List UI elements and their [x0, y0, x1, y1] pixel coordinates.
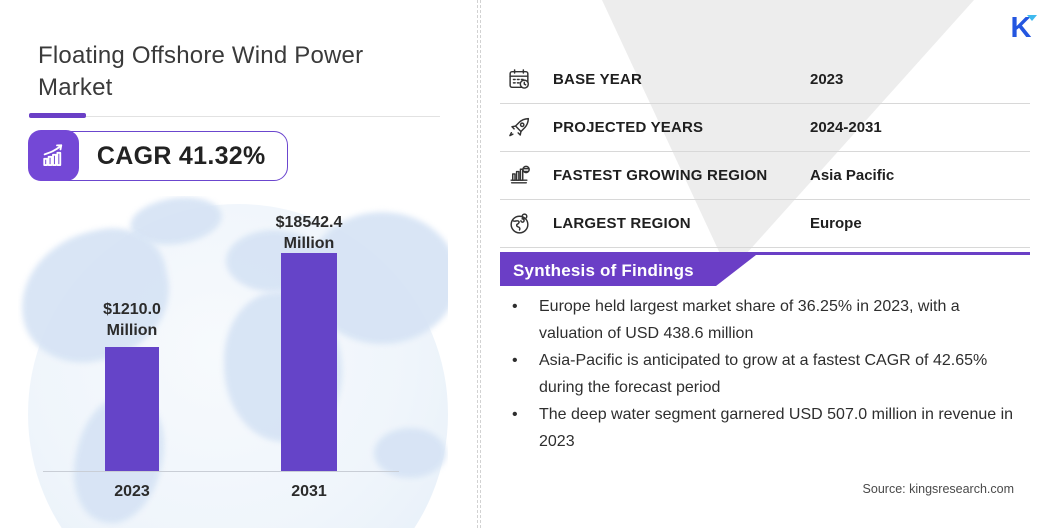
- finding-text: The deep water segment garnered USD 507.…: [539, 406, 1014, 450]
- stat-value: Europe: [810, 215, 862, 232]
- stat-label: PROJECTED YEARS: [553, 119, 704, 136]
- source-attribution: Source: kingsresearch.com: [862, 482, 1014, 496]
- stat-row-fastest-growing-region: FASTEST GROWING REGION Asia Pacific: [500, 152, 1030, 200]
- finding-item: • Asia-Pacific is anticipated to grow at…: [512, 347, 1024, 401]
- bar-value-2031: $18542.4 Million: [275, 214, 343, 252]
- world-map: [18, 196, 448, 528]
- stat-value: Asia Pacific: [810, 167, 895, 184]
- bar-2023: [105, 347, 159, 471]
- calendar-icon: [506, 67, 532, 93]
- stat-label: LARGEST REGION: [553, 215, 691, 232]
- bullet-marker: •: [512, 352, 518, 369]
- page-title-line2: Market: [38, 73, 113, 101]
- stat-row-largest-region: LARGEST REGION Europe: [500, 200, 1030, 248]
- rocket-icon: [506, 115, 532, 141]
- growth-region-icon: [506, 163, 532, 189]
- page-title: Floating Offshore Wind Power Market: [38, 40, 414, 103]
- bar-2031: [281, 253, 337, 471]
- page-title-line1: Floating Offshore Wind Power: [38, 42, 364, 69]
- axis-label-2023: 2023: [114, 483, 150, 500]
- findings-header: Synthesis of Findings: [513, 260, 694, 280]
- title-accent-bar: [29, 113, 86, 118]
- stat-label: BASE YEAR: [553, 71, 643, 88]
- title-divider: [29, 116, 440, 117]
- findings-header-banner: Synthesis of Findings: [500, 255, 756, 286]
- cagr-badge: CAGR 41.32%: [28, 129, 288, 181]
- finding-item: • Europe held largest market share of 36…: [512, 293, 1024, 347]
- cagr-value: CAGR 41.32%: [96, 141, 266, 170]
- stat-row-base-year: BASE YEAR 2023: [500, 56, 1030, 104]
- axis-label-2031: 2031: [291, 483, 327, 500]
- findings-top-rule: [500, 252, 1030, 255]
- globe-icon: [506, 211, 532, 237]
- stat-row-projected-years: PROJECTED YEARS 2024-2031: [500, 104, 1030, 152]
- stats-table: BASE YEAR 2023 PROJECTED YEARS 2024-2031: [500, 56, 1030, 248]
- logo-letter: K: [1010, 12, 1032, 44]
- bullet-marker: •: [512, 406, 518, 423]
- kingsresearch-logo: K: [1006, 12, 1037, 44]
- growth-chart-icon: [28, 129, 80, 181]
- stat-value: 2023: [810, 71, 844, 88]
- finding-item: • The deep water segment garnered USD 50…: [512, 401, 1024, 455]
- bullet-marker: •: [512, 298, 518, 315]
- chart-baseline: [43, 471, 399, 472]
- logo-triangle-icon: [1027, 15, 1037, 21]
- stat-label: FASTEST GROWING REGION: [553, 167, 768, 184]
- bar-value-2023: $1210.0 Million: [103, 301, 161, 339]
- stat-value: 2024-2031: [810, 119, 882, 136]
- findings-list: • Europe held largest market share of 36…: [512, 293, 1024, 455]
- finding-text: Europe held largest market share of 36.2…: [539, 298, 960, 342]
- panel-divider: [477, 0, 481, 528]
- finding-text: Asia-Pacific is anticipated to grow at a…: [539, 352, 988, 396]
